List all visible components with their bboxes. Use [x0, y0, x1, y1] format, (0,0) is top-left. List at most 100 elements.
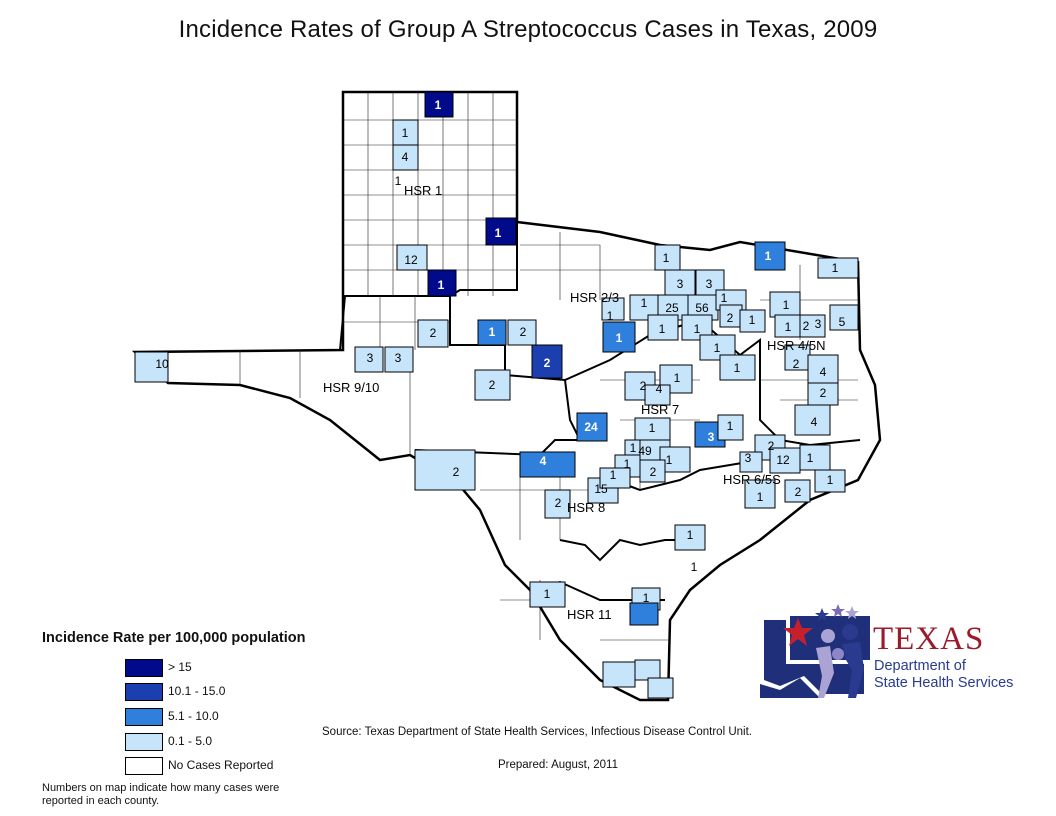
- county-light: [417, 319, 449, 348]
- prepared-date: Prepared: August, 2011: [498, 759, 618, 771]
- county-mid: [629, 602, 659, 626]
- hsr-region-label: HSR 9/10: [323, 380, 379, 395]
- county-case-count: 1: [495, 226, 502, 240]
- county-case-count: 56: [695, 301, 709, 315]
- county-case-count: 1: [663, 251, 670, 265]
- county-light: [807, 354, 839, 384]
- logo-dept-line2: State Health Services: [874, 675, 1014, 691]
- county-case-count: 2: [430, 326, 437, 340]
- county-mid: [754, 241, 786, 271]
- county-case-count: 3: [815, 317, 822, 331]
- map-note: Numbers on map indicate how many cases w…: [42, 782, 280, 807]
- hsr-region-label: HSR 4/5N: [767, 338, 826, 353]
- county-case-count: 2: [768, 439, 775, 453]
- county-light: [544, 489, 571, 519]
- county-case-count: 1: [544, 587, 551, 601]
- county-mid: [602, 321, 636, 353]
- county-light: [799, 314, 826, 338]
- hsr-region-label: HSR 2/3: [570, 290, 619, 305]
- county-case-count: 1: [714, 341, 721, 355]
- hsr-region-label: HSR 8: [567, 500, 605, 515]
- county-light: [717, 414, 744, 441]
- county-light: [654, 244, 681, 271]
- county-case-count: 1: [402, 126, 409, 140]
- hsr-region-label: HSR 1: [404, 183, 442, 198]
- county-light: [744, 479, 776, 509]
- legend-swatch: [125, 757, 163, 775]
- county-case-count: 2: [555, 496, 562, 510]
- county-case-count: 49: [638, 444, 652, 458]
- county-light: [601, 297, 625, 321]
- legend-label: 10.1 - 15.0: [168, 684, 226, 698]
- county-case-count: 2: [727, 311, 734, 325]
- county-case-count: 2: [820, 386, 827, 400]
- county-light: [799, 444, 831, 471]
- county-case-count: 1: [687, 528, 694, 542]
- county-case-count: 4: [656, 382, 663, 396]
- county-light: [719, 354, 756, 381]
- county-case-count: 1: [649, 421, 656, 435]
- source-text: Source: Texas Department of State Health…: [322, 726, 752, 738]
- dshs-logo: [760, 604, 870, 698]
- legend-swatch: [125, 659, 163, 677]
- county-case-count: 10: [155, 357, 169, 371]
- county-light: [507, 319, 537, 346]
- county-case-count: 1: [641, 296, 648, 310]
- county-light: [739, 451, 763, 473]
- county-case-count: 3: [677, 277, 684, 291]
- logo-dept-text: Department of State Health Services: [874, 658, 1013, 692]
- county-case-count: 5: [839, 315, 846, 329]
- county-case-count: 1: [395, 174, 402, 188]
- county-light: [647, 677, 674, 699]
- county-case-count: 1: [624, 457, 631, 471]
- county-light: [769, 291, 801, 318]
- county-case-count: 2: [793, 357, 800, 371]
- county-case-count: 1: [783, 298, 790, 312]
- legend-swatch: [125, 683, 163, 701]
- county-light: [384, 346, 414, 373]
- county-light: [784, 479, 811, 503]
- logo-dept-line1: Department of: [874, 658, 966, 674]
- legend-swatch: [125, 708, 163, 726]
- county-case-count: 1: [749, 313, 756, 327]
- county-dark: [424, 91, 454, 118]
- county-light: [602, 661, 636, 688]
- county-case-count: 2: [489, 378, 496, 392]
- county-case-count: 4: [540, 454, 547, 468]
- county-light: [794, 404, 831, 436]
- county-case-count: 2: [544, 356, 551, 370]
- legend-title: Incidence Rate per 100,000 population: [42, 630, 306, 646]
- county-case-count: 24: [584, 420, 598, 434]
- hsr-region-label: HSR 11: [567, 607, 612, 622]
- county-case-count: 3: [395, 351, 402, 365]
- county-light: [599, 467, 631, 489]
- county-light: [739, 309, 766, 333]
- county-case-count: 3: [708, 430, 715, 444]
- county-case-count: 1: [694, 322, 701, 336]
- county-light: [396, 244, 428, 271]
- county-case-count: 1: [765, 249, 772, 263]
- county-light: [644, 384, 671, 406]
- county-case-count: 1: [659, 322, 666, 336]
- hsr-region-labels: HSR 1 HSR 2/3 HSR 4/5N HSR 9/10 HSR 7 HSR 6/5…: [323, 183, 826, 622]
- county-case-count: 25: [665, 301, 679, 315]
- county-light: [634, 659, 661, 681]
- county-dark: [427, 269, 457, 297]
- hsr-region-label: HSR 6/5S: [723, 472, 781, 487]
- county-case-count: 1: [610, 468, 617, 482]
- county-light: [414, 449, 476, 491]
- county-case-count: 3: [706, 277, 713, 291]
- county-light: [817, 257, 859, 279]
- county-case-count: 1: [616, 331, 623, 345]
- county-mid: [519, 451, 576, 478]
- county-case-count: 1: [827, 473, 834, 487]
- county-light: [769, 447, 801, 474]
- county-light: [784, 344, 811, 371]
- county-dark: [531, 344, 563, 379]
- county-light: [674, 524, 706, 551]
- county-case-count: 2: [803, 319, 810, 333]
- county-light: [664, 269, 696, 296]
- county-case-count: 1: [785, 320, 792, 334]
- map-title: Incidence Rates of Group A Streptococcus…: [178, 16, 878, 43]
